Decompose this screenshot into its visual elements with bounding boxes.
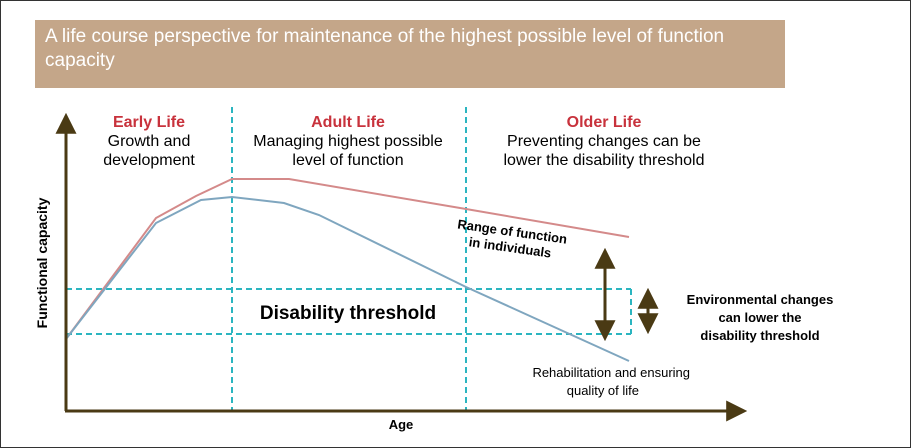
section-text: Preventing changes can be [507,133,701,150]
environment-label: disability threshold [700,328,819,343]
rehabilitation-label: Rehabilitation and ensuring [532,365,690,380]
section-heading: Older Life [567,114,642,131]
section-text: level of function [292,152,403,169]
y-axis-label: Functional capacity [34,197,50,328]
upper-curve [65,178,630,340]
section-text: development [103,152,195,169]
dashed-guides [66,107,632,411]
threshold-label: Disability threshold [260,303,436,324]
lower-curve [65,195,630,362]
section-text: Growth and [108,133,191,150]
header-title: A life course perspective for maintenanc… [35,20,785,88]
environment-label: Environmental changes [687,292,834,307]
environment-label: can lower the [718,310,801,325]
x-axis-label: Age [389,417,414,432]
section-text: lower the disability threshold [504,152,705,169]
section-heading: Adult Life [311,114,385,131]
rehabilitation-label: quality of life [567,383,639,398]
section-heading: Early Life [113,114,185,131]
section-text: Managing highest possible [253,133,443,150]
